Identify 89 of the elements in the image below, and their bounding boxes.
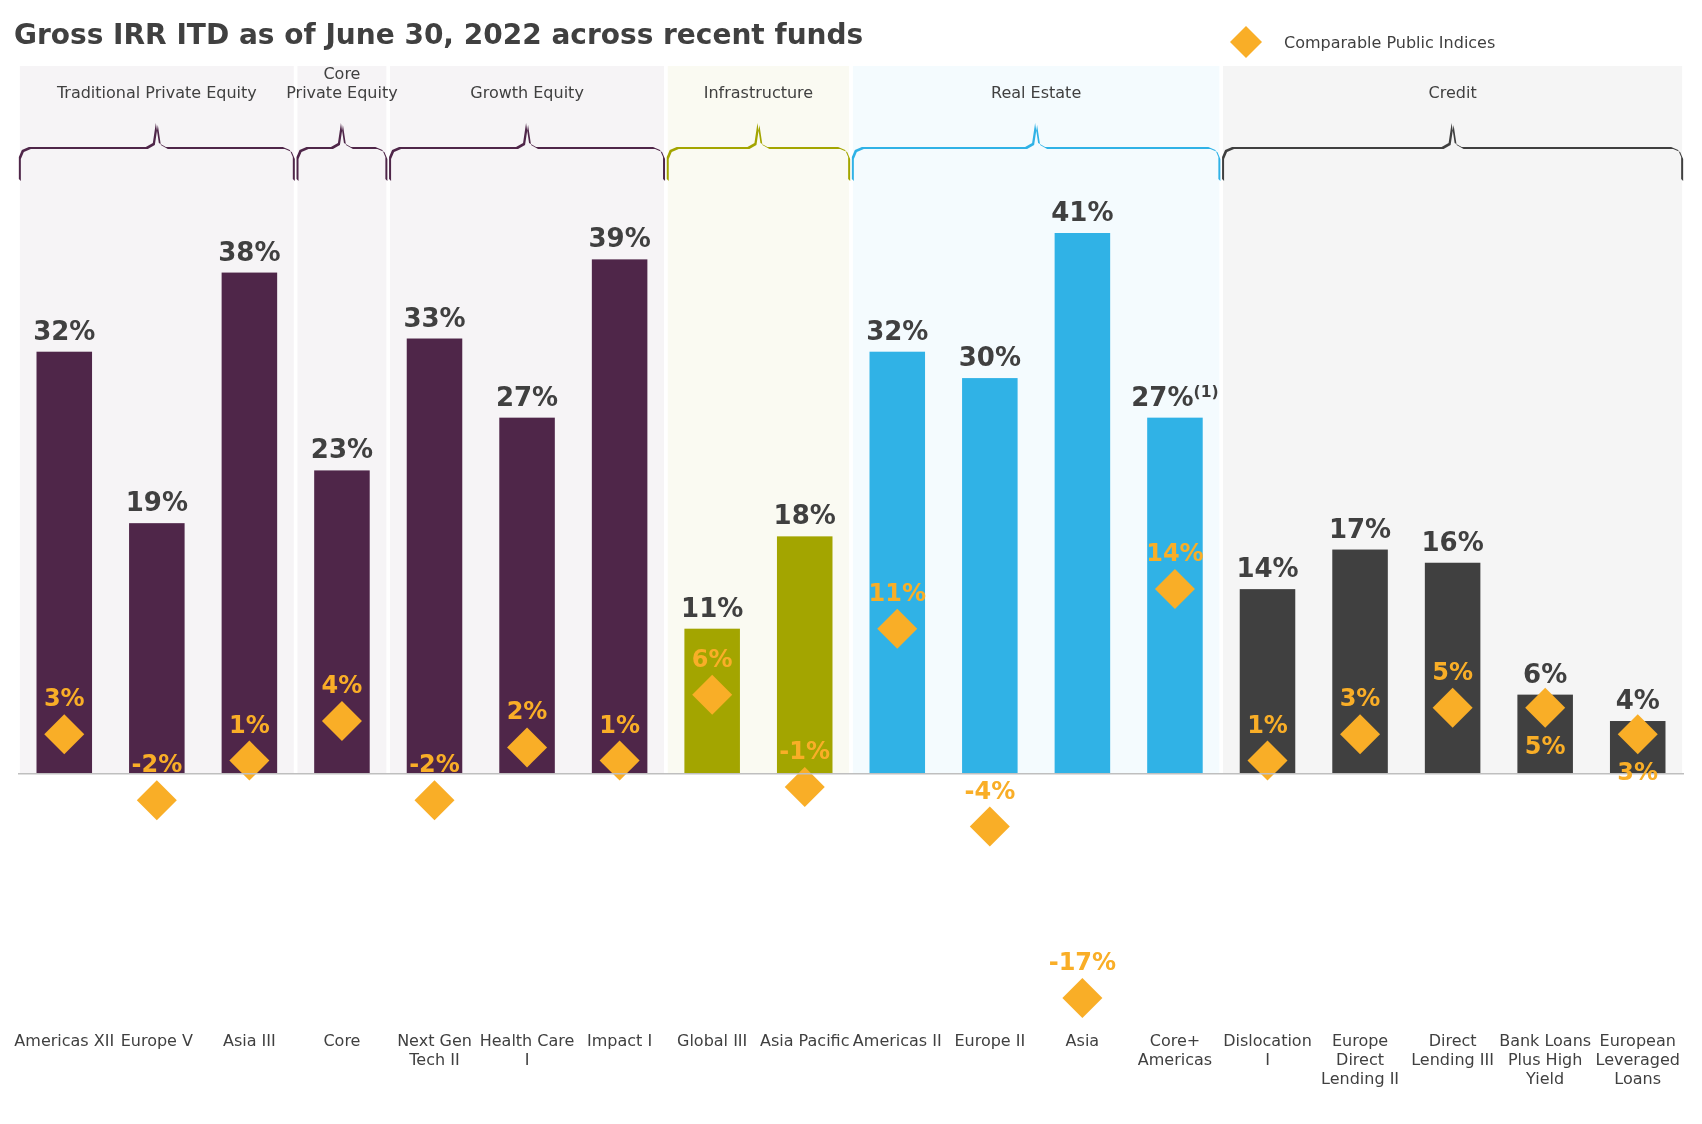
data-label: 3% xyxy=(1339,684,1381,713)
point xyxy=(321,701,362,742)
bar xyxy=(406,338,463,774)
data-label: 1% xyxy=(599,710,640,739)
point xyxy=(877,608,918,649)
data-label: 38% xyxy=(218,236,281,267)
point xyxy=(1062,978,1103,1018)
point xyxy=(229,740,270,781)
x-tick-label: Global III xyxy=(677,1031,748,1050)
x-tick-label: Direct Lending III xyxy=(1411,1031,1494,1069)
data-label: 23% xyxy=(310,434,374,465)
bar xyxy=(36,351,93,774)
band-label: Real Estate xyxy=(991,83,1082,102)
band-label: Traditional Private Equity xyxy=(55,83,257,102)
point xyxy=(1340,714,1381,755)
x-tick-label: Europe II xyxy=(954,1031,1026,1050)
bar xyxy=(869,351,926,774)
data-label: 14% xyxy=(1146,539,1204,568)
x-tick-label: Europe Direct Lending II xyxy=(1321,1031,1400,1088)
data-label: 5% xyxy=(1524,731,1566,760)
data-label: -2% xyxy=(409,750,460,779)
data-label: 6% xyxy=(691,644,733,673)
data-label: 4% xyxy=(1615,685,1660,716)
x-tick-label: Bank Loans Plus High Yield xyxy=(1499,1031,1592,1088)
x-tick-label: Dislocation I xyxy=(1223,1031,1312,1069)
data-label: 33% xyxy=(403,302,466,333)
x-tick-label: Asia Pacific xyxy=(759,1031,850,1050)
point xyxy=(1247,740,1288,781)
x-tick-label: Asia III xyxy=(223,1031,276,1050)
x-tick-label: Core xyxy=(323,1031,361,1050)
data-label: 18% xyxy=(773,500,836,531)
band-label: Infrastructure xyxy=(703,83,814,102)
x-tick-label: Next Gen Tech II xyxy=(397,1031,472,1069)
bar xyxy=(1147,417,1203,774)
band-label: Credit xyxy=(1428,83,1477,102)
point xyxy=(136,780,177,821)
bar xyxy=(221,272,278,774)
x-tick-label: Asia xyxy=(1065,1031,1100,1050)
point xyxy=(1525,687,1566,728)
x-tick-label: Health Care I xyxy=(479,1031,575,1069)
x-tick-label: Europe V xyxy=(120,1031,194,1050)
data-label: 16% xyxy=(1421,526,1484,557)
data-label: 32% xyxy=(866,315,929,346)
data-label: 30% xyxy=(958,342,1021,373)
band-label: Core Private Equity xyxy=(286,64,398,102)
data-label: 1% xyxy=(229,710,270,739)
legend-label: Comparable Public Indices xyxy=(1284,33,1496,52)
data-label: 14% xyxy=(1236,553,1299,584)
data-label: 5% xyxy=(1432,657,1473,686)
data-label: -17% xyxy=(1048,948,1117,976)
bar xyxy=(1332,549,1388,774)
bar xyxy=(962,378,1018,774)
data-label: 3% xyxy=(43,684,85,713)
point xyxy=(1432,687,1473,728)
data-label: 19% xyxy=(125,487,188,518)
x-tick-label: Americas II xyxy=(852,1031,942,1050)
data-label: 17% xyxy=(1328,513,1392,544)
data-label: 39% xyxy=(588,223,651,254)
data-label: 32% xyxy=(33,315,96,346)
bar xyxy=(591,259,648,774)
point xyxy=(784,766,825,807)
bar xyxy=(129,523,185,774)
bar xyxy=(1424,562,1481,774)
point xyxy=(44,714,85,755)
x-tick-label: Impact I xyxy=(587,1031,653,1050)
point xyxy=(414,780,455,821)
data-label: 41% xyxy=(1051,197,1114,227)
bar xyxy=(1054,233,1111,774)
data-label: 6% xyxy=(1523,658,1568,689)
x-tick-label: Core+ Americas xyxy=(1137,1031,1213,1069)
chart-title: Gross IRR ITD as of June 30, 2022 across recent funds xyxy=(14,18,864,51)
band-label: Growth Equity xyxy=(470,83,584,102)
data-label: 27% xyxy=(495,381,559,412)
x-tick-label: European Leveraged Loans xyxy=(1595,1031,1680,1088)
data-label: 11% xyxy=(681,592,744,623)
data-label: -2% xyxy=(131,750,183,779)
point xyxy=(507,727,548,768)
data-label: -1% xyxy=(779,736,831,765)
data-label: 2% xyxy=(506,697,548,726)
data-label: 4% xyxy=(321,671,363,700)
data-label: 1% xyxy=(1247,710,1288,739)
data-label: 27%$^{(1)}$ xyxy=(1131,381,1219,412)
point xyxy=(1154,569,1195,610)
data-label: -4% xyxy=(964,776,1016,805)
point xyxy=(969,806,1010,847)
bar xyxy=(776,536,833,774)
point xyxy=(599,740,640,781)
bar xyxy=(499,417,555,774)
x-tick-label: Americas XII xyxy=(14,1031,115,1050)
